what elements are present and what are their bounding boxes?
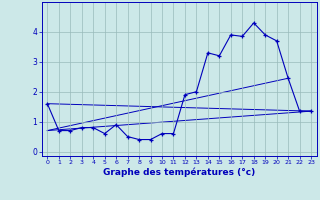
X-axis label: Graphe des températures (°c): Graphe des températures (°c) (103, 168, 255, 177)
